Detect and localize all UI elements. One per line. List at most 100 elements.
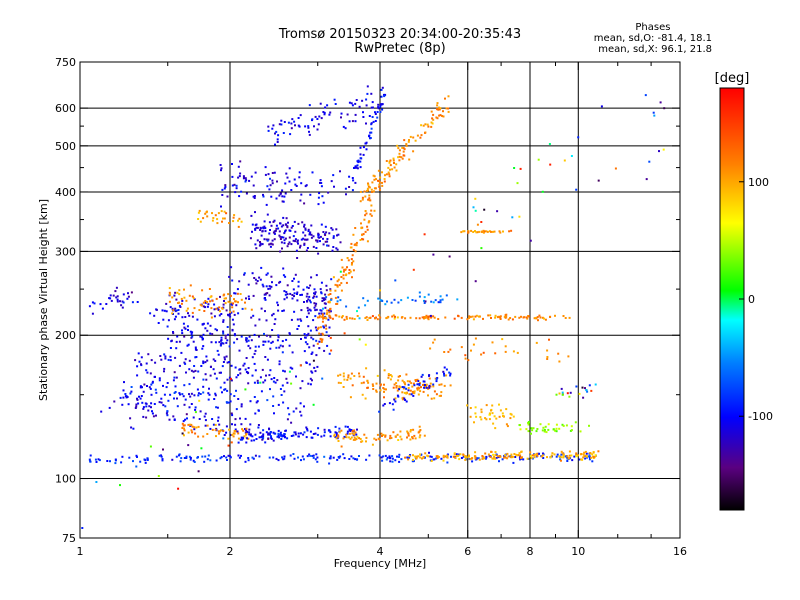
data-point — [312, 456, 315, 459]
data-point — [273, 377, 276, 379]
data-point — [277, 459, 280, 462]
data-point — [194, 346, 197, 349]
x-tick-label: 16 — [673, 545, 687, 558]
data-point — [227, 454, 230, 457]
data-point — [247, 457, 250, 459]
data-point — [172, 379, 175, 382]
data-point — [285, 377, 288, 380]
data-point — [498, 460, 500, 463]
data-point — [346, 257, 349, 259]
data-point — [259, 381, 262, 384]
data-point — [440, 394, 442, 397]
data-point — [282, 224, 285, 227]
data-point — [402, 387, 405, 390]
data-point — [387, 166, 390, 169]
data-point — [663, 107, 666, 110]
data-point — [318, 312, 321, 315]
data-point — [499, 231, 502, 234]
data-point — [416, 134, 419, 137]
data-point — [531, 457, 534, 460]
data-point — [283, 433, 286, 436]
data-point — [546, 358, 549, 360]
data-point — [306, 315, 309, 318]
data-point — [364, 210, 367, 212]
data-point — [207, 454, 210, 457]
data-point — [163, 367, 166, 370]
data-point — [321, 195, 324, 198]
data-point — [266, 239, 269, 242]
data-point — [414, 380, 417, 382]
data-point — [313, 366, 316, 369]
data-point — [335, 432, 338, 434]
data-point — [211, 333, 214, 336]
data-point — [379, 389, 382, 392]
data-point — [368, 134, 371, 137]
data-point — [339, 299, 342, 302]
data-point — [374, 120, 377, 122]
data-point — [183, 326, 186, 329]
data-point — [271, 314, 274, 317]
data-point — [342, 375, 345, 378]
data-point — [192, 376, 195, 379]
data-point — [265, 334, 268, 337]
data-point — [472, 318, 475, 321]
data-point — [432, 118, 435, 121]
data-point — [366, 386, 369, 389]
data-point — [267, 238, 270, 241]
data-point — [235, 389, 237, 392]
data-point — [405, 144, 408, 147]
data-point — [502, 230, 504, 233]
data-point — [328, 232, 331, 235]
data-point — [554, 429, 556, 432]
data-point — [361, 238, 363, 241]
data-point — [323, 349, 326, 352]
data-point — [314, 309, 317, 312]
data-point — [352, 249, 355, 251]
data-point — [178, 304, 181, 307]
data-point — [281, 247, 283, 250]
data-point — [291, 225, 294, 227]
data-point — [470, 229, 473, 232]
data-point — [546, 349, 549, 352]
data-point — [414, 437, 417, 440]
data-point — [329, 455, 332, 458]
data-point — [558, 427, 561, 430]
data-point — [363, 218, 366, 221]
data-point — [161, 459, 164, 462]
data-point — [346, 378, 349, 381]
data-point — [188, 314, 191, 317]
data-point — [265, 431, 268, 434]
data-point — [494, 457, 497, 460]
data-point — [430, 125, 433, 128]
data-point — [462, 454, 465, 457]
data-point — [320, 292, 323, 295]
data-point — [578, 392, 581, 395]
data-point — [379, 176, 382, 179]
data-point — [412, 428, 415, 431]
data-point — [333, 185, 335, 188]
data-point — [306, 300, 308, 302]
data-point — [183, 361, 186, 364]
data-point — [158, 401, 161, 404]
data-point — [501, 338, 504, 341]
data-point — [221, 220, 223, 223]
data-point — [227, 444, 230, 447]
data-point — [282, 236, 285, 239]
data-point — [530, 457, 533, 459]
data-point — [222, 342, 225, 345]
data-point — [585, 455, 588, 457]
data-point — [201, 347, 204, 350]
data-point — [363, 433, 366, 436]
data-point — [262, 193, 264, 196]
data-point — [313, 125, 315, 128]
data-point — [192, 416, 195, 419]
data-point — [246, 430, 249, 433]
data-point — [290, 127, 293, 130]
data-point — [407, 458, 410, 461]
data-point — [225, 297, 227, 300]
data-point — [278, 281, 281, 284]
data-point — [359, 166, 362, 169]
data-point — [146, 371, 149, 374]
data-point — [495, 456, 498, 459]
data-point — [361, 99, 364, 102]
